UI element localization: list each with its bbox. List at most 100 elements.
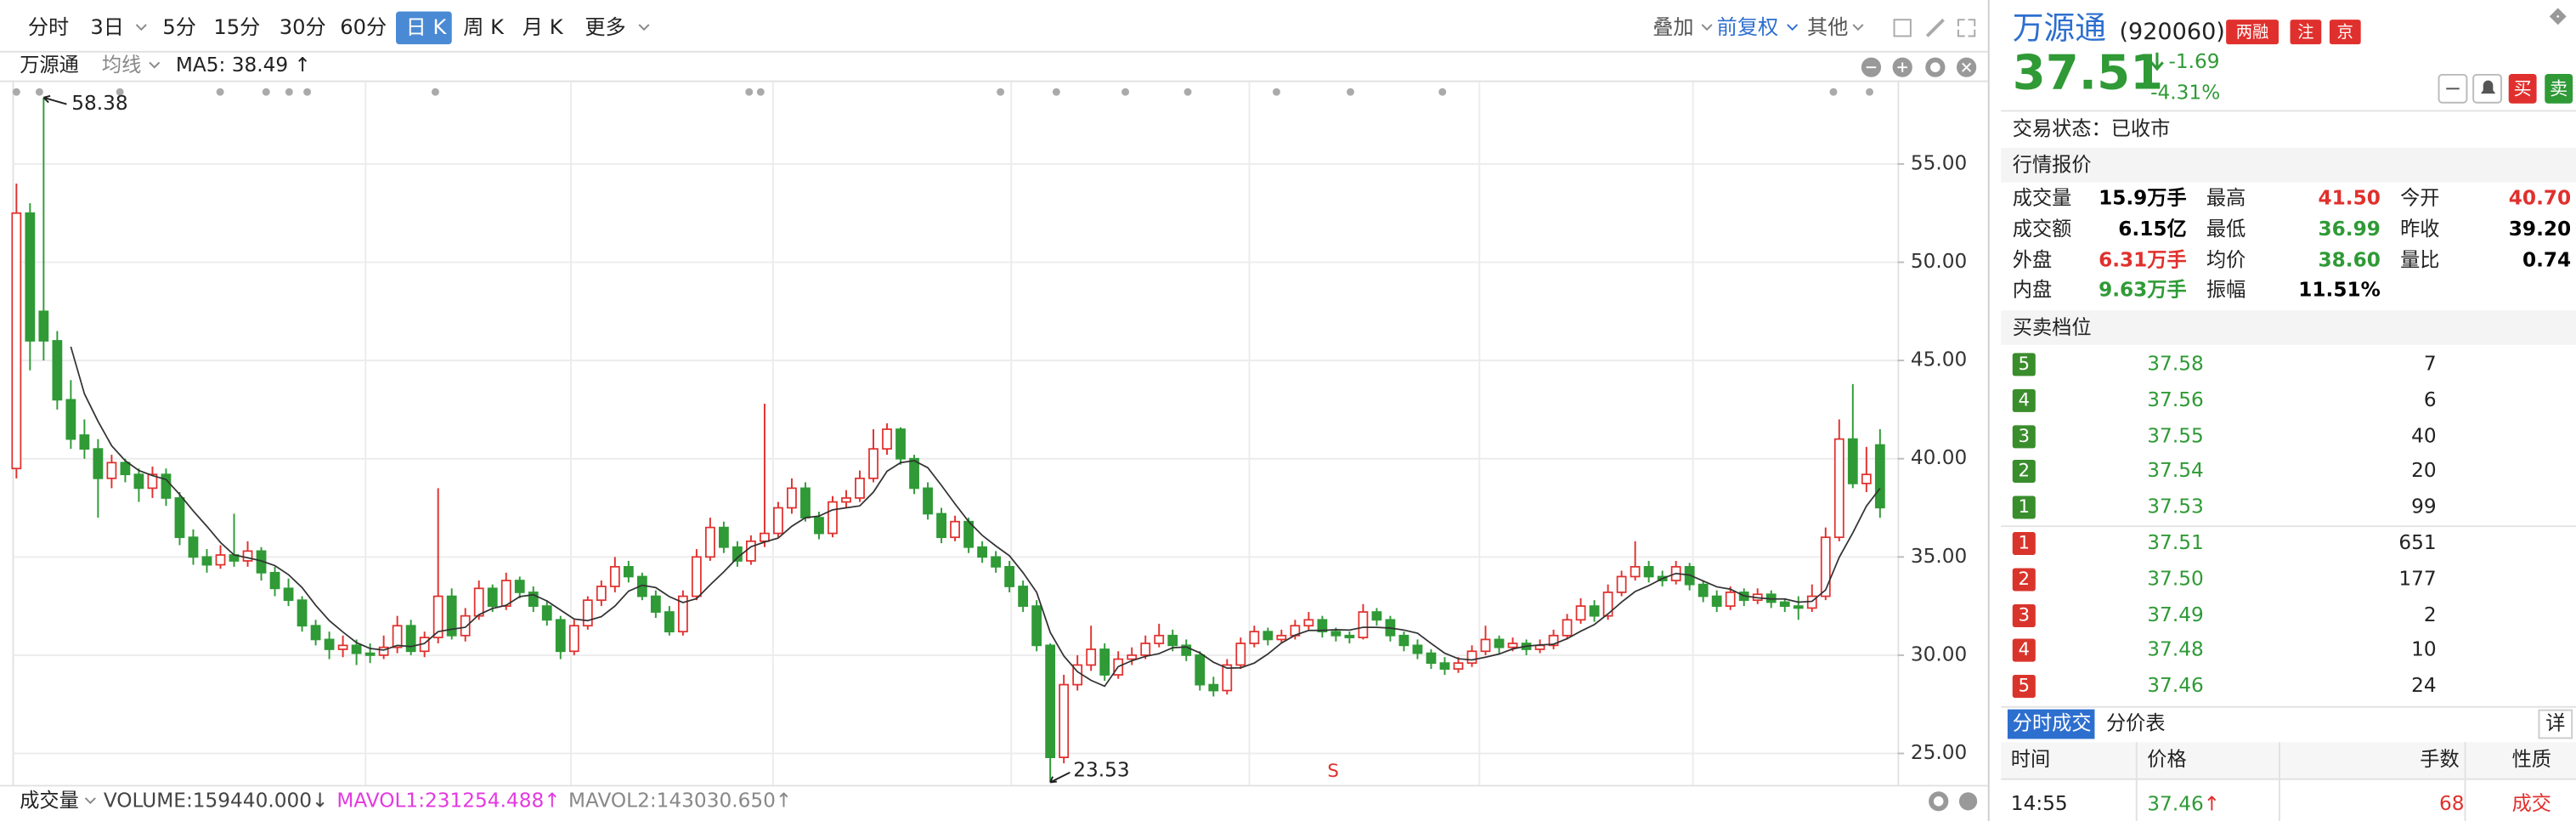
candle-body	[1630, 566, 1641, 578]
event-dot[interactable]	[1347, 88, 1354, 96]
stat-value: 38.60	[2319, 249, 2381, 272]
event-dot[interactable]	[1829, 88, 1838, 96]
candle-body	[514, 580, 525, 593]
candle-body	[855, 477, 865, 499]
stat-label: 均价	[2206, 249, 2246, 272]
column-header: 手数	[2420, 748, 2459, 771]
period-button[interactable]: 60分	[340, 15, 387, 39]
tab-label: 分时成交	[2013, 712, 2092, 735]
candle-body	[1018, 586, 1029, 607]
min-label: 23.53	[1073, 758, 1129, 781]
ma5-value: MA5: 38.49 ↑	[176, 54, 311, 76]
period-button[interactable]: 5分	[162, 15, 196, 39]
period-button[interactable]: 分时	[28, 15, 69, 39]
chevron	[135, 24, 147, 31]
period-button[interactable]: 月 K	[523, 15, 564, 39]
quote-code: (920060)	[2119, 19, 2224, 45]
candle-body	[1847, 438, 1858, 484]
panel-settings[interactable]	[2549, 8, 2567, 25]
level-badge	[2012, 459, 2036, 484]
level-price: 37.55	[2147, 424, 2203, 447]
event-dot[interactable]	[1866, 88, 1873, 96]
candle-body	[787, 487, 797, 509]
stock-name: 万源通	[20, 54, 79, 76]
stat-value: 40.70	[2509, 186, 2571, 209]
expand-icon[interactable]	[1957, 19, 1976, 37]
candle-body	[623, 566, 634, 578]
period-button[interactable]: 30分	[280, 15, 326, 39]
level-badge	[2012, 353, 2036, 377]
ma-type[interactable]: 均线	[102, 54, 141, 76]
tag-label: 注	[2297, 22, 2313, 42]
period-button[interactable]: 3日	[90, 15, 124, 39]
event-dot[interactable]	[1121, 88, 1130, 96]
level-number: 4	[2019, 639, 2031, 660]
level-volume: 99	[2411, 495, 2437, 518]
event-dot[interactable]	[262, 88, 270, 96]
event-dot[interactable]	[35, 88, 43, 96]
section-title: 行情报价	[2013, 154, 2092, 177]
toolbar-menu[interactable]: 其他	[1807, 15, 1848, 39]
candle-body	[1181, 644, 1192, 656]
candle-body	[310, 625, 321, 641]
candle-body	[1004, 566, 1015, 587]
event-dot[interactable]	[216, 88, 224, 96]
event-dot[interactable]	[285, 88, 293, 96]
event-dot[interactable]	[116, 88, 124, 96]
buy-button[interactable]	[2508, 73, 2537, 104]
volume-label[interactable]: 成交量	[20, 789, 79, 812]
candle-body	[977, 546, 988, 558]
settings-icon[interactable]	[1929, 791, 1949, 812]
level-number: 3	[2019, 426, 2031, 447]
period-button[interactable]: 更多	[585, 15, 625, 39]
detail-button[interactable]	[2538, 709, 2573, 739]
event-dot[interactable]	[1273, 88, 1280, 96]
period-button[interactable]: 周 K	[463, 15, 505, 39]
event-dot[interactable]	[745, 88, 754, 96]
column-header: 性质	[2512, 748, 2551, 771]
period-button[interactable]: 日 K	[406, 15, 448, 39]
candle-body	[500, 580, 511, 607]
y-tick-label: 55.00	[1911, 151, 1967, 174]
level-number: 2	[2019, 460, 2031, 481]
tab-label[interactable]: 分价表	[2106, 712, 2166, 735]
candle-body	[446, 595, 457, 637]
event-dot[interactable]	[756, 88, 765, 96]
candle-body	[1371, 611, 1382, 621]
sell-button[interactable]	[2545, 73, 2573, 104]
event-dot[interactable]	[12, 88, 20, 96]
event-dot[interactable]	[303, 88, 312, 96]
level-price: 37.58	[2147, 352, 2203, 375]
stat-value: 11.51%	[2298, 278, 2381, 301]
candle-body	[1317, 619, 1328, 633]
toolbar-menu[interactable]: 前复权	[1717, 15, 1779, 39]
event-dot[interactable]	[1052, 88, 1060, 96]
candle-body	[1330, 631, 1342, 637]
pen-icon[interactable]	[1925, 18, 1945, 37]
layout-icon[interactable]	[1893, 19, 1912, 37]
level-price: 37.54	[2147, 459, 2203, 482]
candle-body	[1167, 634, 1178, 647]
tab-active[interactable]	[2007, 709, 2095, 739]
candle-body	[1154, 634, 1165, 644]
tag-label: 两融	[2236, 22, 2269, 42]
toolbar-menu[interactable]: 叠加	[1652, 15, 1693, 39]
event-dot[interactable]	[997, 88, 1005, 96]
candle-body	[1358, 611, 1369, 638]
tag-label: 京	[2337, 22, 2353, 42]
chevron	[1852, 24, 1864, 31]
settings-icon[interactable]	[1925, 57, 1946, 77]
candle-body	[991, 556, 1002, 568]
event-dot[interactable]	[431, 88, 439, 96]
event-dot[interactable]	[1183, 88, 1192, 96]
trade-status: 交易状态：已收市	[2013, 117, 2171, 140]
event-dot[interactable]	[1438, 88, 1447, 96]
candle-body	[1725, 592, 1736, 607]
close-icon[interactable]	[1958, 792, 1978, 811]
candle-body	[1589, 605, 1600, 617]
candle-body	[609, 566, 620, 587]
level-number: 5	[2019, 676, 2031, 697]
period-button[interactable]: 15分	[213, 15, 260, 39]
level-volume: 177	[2398, 568, 2436, 591]
